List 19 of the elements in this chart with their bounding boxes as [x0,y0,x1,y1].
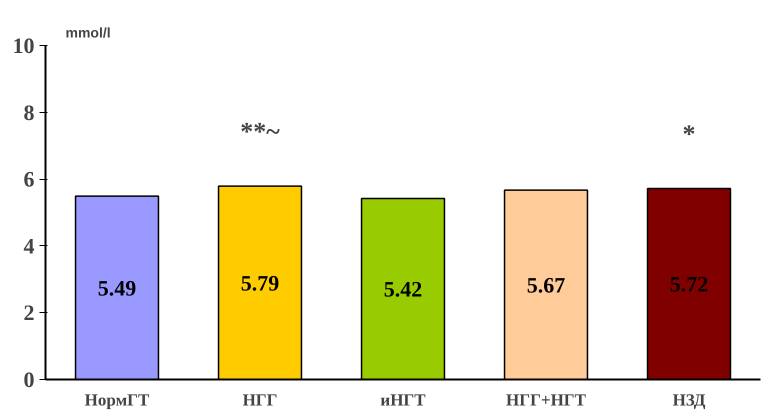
x-tick-label: НЗД [672,390,706,410]
data-label: 5.67 [526,272,566,298]
x-tick-label: НГГ+НГТ [506,390,587,410]
annotation: * [682,119,696,148]
annotation: **~ [240,117,280,146]
y-tick-label: 6 [24,166,34,192]
data-label: 5.42 [384,276,422,302]
x-tick-label: НормГТ [84,390,150,410]
x-tick-label: НГГ [242,390,278,410]
data-label: 5.49 [98,275,136,300]
y-axis-title: mmol/l [66,24,111,40]
data-label: 5.72 [670,271,708,296]
y-tick-label: 2 [24,300,34,326]
y-tick-label: 10 [12,33,34,58]
x-tick-label: иНГТ [380,390,426,410]
y-tick-label: 0 [24,367,34,392]
y-tick-label: 8 [24,100,34,125]
data-label: 5.79 [240,270,280,296]
y-tick-label: 4 [24,233,34,258]
